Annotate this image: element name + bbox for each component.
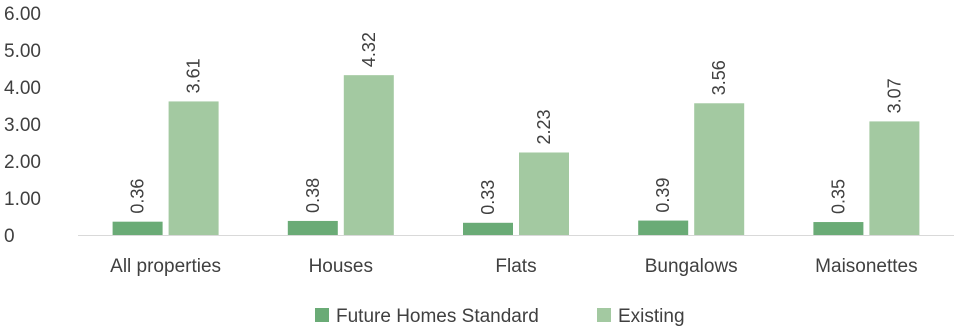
category-label: Flats [495,256,536,277]
legend-label-existing: Existing [618,306,685,327]
data-label: 0.38 [303,178,323,213]
data-label: 3.56 [709,60,729,95]
legend-label-future-homes-standard: Future Homes Standard [336,306,539,327]
legend: Future Homes Standard Existing [315,306,685,327]
data-label: 0.33 [478,180,498,215]
bar-future-homes-standard [112,221,163,235]
bar-future-homes-standard [463,222,513,235]
category-label: Houses [309,256,373,277]
data-label: 0.35 [828,179,848,214]
category-label: All properties [110,256,221,277]
bar-existing [168,101,219,236]
y-tick-label: 2.00 [4,152,41,173]
data-label: 3.07 [884,78,904,113]
data-label: 0.36 [128,179,148,214]
legend-swatch-future-homes-standard [315,308,329,322]
bar-existing [343,75,394,235]
legend-swatch-existing [597,308,611,322]
y-tick-label: 6.00 [4,4,41,25]
category-label: Bungalows [645,256,738,277]
y-tick-label: 3.00 [4,115,41,136]
y-tick-label: 1.00 [4,189,41,210]
data-label: 2.23 [534,109,554,144]
data-labels: 0.36 3.61 0.38 4.32 0.33 2.23 0.39 3.56 0.35 3.07 [128,32,905,215]
bar-future-homes-standard [813,222,864,235]
bar-future-homes-standard [287,220,338,235]
bars [112,75,920,236]
data-label: 3.61 [184,58,204,93]
bar-existing [869,121,920,235]
y-axis-ticks: 0 1.00 2.00 3.00 4.00 5.00 6.00 [4,4,41,247]
y-tick-label: 5.00 [4,41,41,62]
y-tick-label: 0 [4,226,15,247]
bar-existing [519,152,569,235]
category-label: Maisonettes [815,256,917,277]
bar-future-homes-standard [638,220,689,235]
data-label: 4.32 [359,32,379,67]
bar-existing [694,103,745,235]
data-label: 0.39 [653,178,673,213]
y-tick-label: 4.00 [4,78,41,99]
category-labels: All properties Houses Flats Bungalows Maison… [110,256,917,277]
